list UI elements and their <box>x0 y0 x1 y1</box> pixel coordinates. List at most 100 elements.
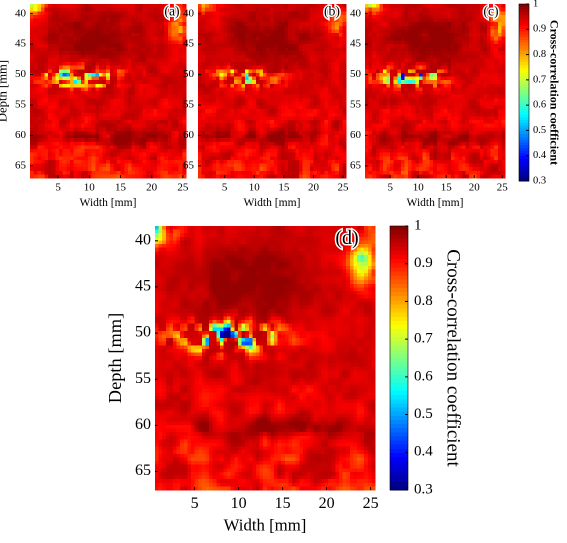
heatmap-cell <box>408 40 413 45</box>
heatmap-cell <box>212 4 217 9</box>
heatmap-cell <box>342 36 347 41</box>
heatmap-cell <box>95 149 100 154</box>
heatmap-cell <box>490 76 495 81</box>
heatmap-cell <box>397 25 402 30</box>
heatmap-cell <box>135 94 140 99</box>
heatmap-cell <box>33 167 38 172</box>
heatmap-cell <box>320 54 325 59</box>
heatmap-cell <box>490 58 495 63</box>
heatmap-cell <box>69 123 75 128</box>
heatmap-cell <box>324 91 329 96</box>
heatmap-cell <box>335 36 340 41</box>
heatmap-cell <box>131 22 136 27</box>
heatmap-cell <box>80 40 86 45</box>
heatmap-cell <box>138 69 144 74</box>
heatmap-cell <box>372 18 377 23</box>
heatmap-cell <box>309 138 315 143</box>
heatmap-cell <box>248 109 253 114</box>
heatmap-cell <box>393 29 398 34</box>
heatmap-cell <box>476 11 481 16</box>
heatmap-cell <box>262 87 268 92</box>
heatmap-cell <box>80 62 86 67</box>
heatmap-cell <box>205 22 210 27</box>
heatmap-cell <box>88 91 93 96</box>
heatmap-cell <box>175 174 180 179</box>
heatmap-cell <box>281 22 286 27</box>
heatmap-cell <box>327 83 333 88</box>
heatmap-cell <box>146 123 151 128</box>
heatmap-cell <box>120 80 125 85</box>
heatmap-cell <box>91 4 96 9</box>
heatmap-cell <box>501 4 506 9</box>
heatmap-cell <box>255 33 260 38</box>
heatmap-cell <box>62 105 67 110</box>
heatmap-cell <box>164 105 169 110</box>
heatmap-cell <box>98 116 104 121</box>
heatmap-cell <box>270 170 275 175</box>
heatmap-cell <box>375 22 380 27</box>
heatmap-cell <box>178 120 183 125</box>
heatmap-cell <box>48 174 53 179</box>
heatmap-cell <box>69 47 75 52</box>
heatmap-cell <box>138 123 144 128</box>
heatmap-cell <box>171 43 176 49</box>
heatmap-cell <box>44 152 49 157</box>
heatmap-cell <box>234 22 239 27</box>
heatmap-cell <box>142 36 147 41</box>
heatmap-cell <box>120 94 125 99</box>
heatmap-cell <box>178 25 183 30</box>
heatmap-cell <box>443 47 449 52</box>
heatmap-cell <box>178 145 183 150</box>
heatmap-cell <box>167 76 173 81</box>
heatmap-cell <box>440 51 445 56</box>
heatmap-cell <box>44 7 49 12</box>
heatmap-cell <box>182 174 187 179</box>
heatmap-cell <box>30 152 35 157</box>
heatmap-cell <box>102 170 107 175</box>
heatmap-cell <box>55 152 60 157</box>
heatmap-cell <box>365 62 370 67</box>
heatmap-cell <box>212 76 217 81</box>
heatmap-cell <box>234 127 239 132</box>
heatmap-cell <box>397 51 402 56</box>
heatmap-cell <box>320 76 325 81</box>
heatmap-cell <box>255 123 260 128</box>
heatmap-cell <box>91 22 96 27</box>
heatmap-cell <box>365 51 370 56</box>
heatmap-cell <box>422 54 427 59</box>
heatmap-cell <box>212 109 217 114</box>
heatmap-cell <box>44 134 49 139</box>
heatmap-cell <box>494 62 499 67</box>
heatmap-cell <box>288 83 293 88</box>
heatmap-cell <box>138 109 144 114</box>
heatmap-cell <box>237 29 242 34</box>
heatmap-cell <box>160 127 165 132</box>
heatmap-cell <box>48 152 53 157</box>
heatmap-cell <box>309 159 315 165</box>
heatmap-cell <box>127 163 133 168</box>
heatmap-cell <box>400 58 406 63</box>
heatmap-cell <box>309 11 315 16</box>
heatmap-cell <box>237 174 242 179</box>
heatmap-cell <box>175 105 180 110</box>
y-axis-label: Depth [mm] <box>0 60 10 122</box>
heatmap-cell <box>440 54 445 59</box>
heatmap-cell <box>109 141 115 146</box>
heatmap-cell <box>44 14 49 20</box>
heatmap-cell <box>447 62 452 67</box>
heatmap-cell <box>266 47 271 52</box>
heatmap-cell <box>135 33 140 38</box>
heatmap-cell <box>490 40 495 45</box>
heatmap-cell <box>55 4 60 9</box>
heatmap-cell <box>77 123 82 128</box>
heatmap-cell <box>375 7 380 12</box>
heatmap-cell <box>422 18 427 23</box>
heatmap-cell <box>66 11 71 16</box>
heatmap-cell <box>66 159 71 165</box>
heatmap-cell <box>501 58 506 63</box>
heatmap-cell <box>153 33 158 38</box>
heatmap-cell <box>55 18 60 23</box>
heatmap-cell <box>55 145 60 150</box>
heatmap <box>365 4 506 179</box>
heatmap-cell <box>494 7 499 12</box>
